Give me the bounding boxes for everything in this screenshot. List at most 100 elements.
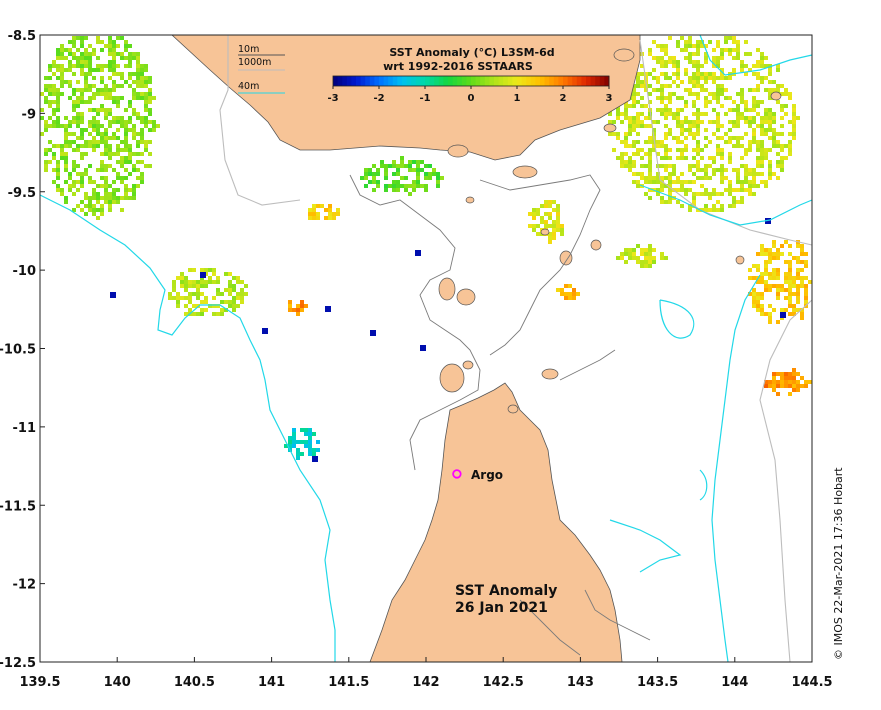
sst-pixel [768, 160, 772, 164]
sst-pixel [764, 88, 768, 92]
sst-pixel [776, 384, 780, 388]
sst-pixel [192, 312, 196, 316]
sst-pixel [88, 84, 92, 88]
sst-pixel [404, 176, 408, 180]
sst-pixel [128, 128, 132, 132]
sst-pixel [72, 108, 76, 112]
sst-pixel [384, 164, 388, 168]
sst-pixel [664, 76, 668, 80]
sst-pixel [128, 196, 132, 200]
sst-pixel [696, 96, 700, 100]
sst-pixel [548, 224, 552, 228]
sst-pixel [396, 172, 400, 176]
sst-pixel [640, 124, 644, 128]
sst-pixel [780, 92, 784, 96]
sst-pixel [120, 140, 124, 144]
sst-pixel [632, 252, 636, 256]
sst-pixel [184, 284, 188, 288]
sst-pixel [128, 76, 132, 80]
sst-pixel [112, 40, 116, 44]
sst-pixel [144, 120, 148, 124]
sst-pixel [728, 108, 732, 112]
sst-pixel [700, 76, 704, 80]
sst-pixel [96, 208, 100, 212]
sst-pixel [80, 172, 84, 176]
sst-pixel [736, 44, 740, 48]
sst-pixel [152, 128, 156, 132]
sst-pixel [784, 144, 788, 148]
sst-pixel [84, 76, 88, 80]
sst-pixel [60, 84, 64, 88]
sst-pixel [624, 116, 628, 120]
sst-pixel [92, 48, 96, 52]
sst-pixel [80, 56, 84, 60]
sst-pixel [80, 100, 84, 104]
sst-pixel [192, 292, 196, 296]
sst-pixel [136, 160, 140, 164]
sst-pixel [76, 124, 80, 128]
sst-pixel [80, 96, 84, 100]
sst-pixel-cold [262, 328, 268, 334]
sst-pixel [208, 280, 212, 284]
sst-pixel [688, 76, 692, 80]
sst-pixel [668, 196, 672, 200]
sst-pixel [84, 152, 88, 156]
sst-pixel [780, 148, 784, 152]
sst-pixel [752, 72, 756, 76]
sst-pixel [732, 144, 736, 148]
y-tick-label: -11.5 [0, 499, 36, 514]
sst-pixel [112, 84, 116, 88]
colorbar-swatch [388, 76, 394, 86]
sst-pixel [108, 164, 112, 168]
sst-pixel [792, 124, 796, 128]
sst-pixel [636, 124, 640, 128]
colorbar-swatch [549, 76, 555, 86]
sst-pixel-cold [420, 345, 426, 351]
colorbar-swatch [457, 76, 463, 86]
sst-pixel [780, 244, 784, 248]
sst-pixel [768, 272, 772, 276]
sst-pixel [144, 84, 148, 88]
sst-pixel [56, 88, 60, 92]
sst-pixel [108, 148, 112, 152]
colorbar-tick-label: -1 [419, 93, 430, 104]
colorbar-tick-label: -3 [327, 93, 338, 104]
sst-pixel [184, 288, 188, 292]
sst-pixel [312, 216, 316, 220]
sst-pixel [436, 176, 440, 180]
map-title: SST Anomaly [455, 583, 557, 599]
sst-pixel [736, 92, 740, 96]
sst-pixel [112, 192, 116, 196]
sst-pixel [140, 72, 144, 76]
argo-float-marker[interactable] [452, 469, 462, 479]
sst-pixel [688, 40, 692, 44]
sst-pixel [680, 180, 684, 184]
sst-pixel [96, 92, 100, 96]
colorbar-swatch [365, 76, 371, 86]
sst-pixel [52, 60, 56, 64]
sst-pixel [328, 212, 332, 216]
sst-pixel [296, 304, 300, 308]
sst-pixel [772, 132, 776, 136]
sst-pixel [324, 208, 328, 212]
sst-pixel [636, 100, 640, 104]
sst-pixel [656, 180, 660, 184]
sst-pixel [216, 312, 220, 316]
sst-pixel [696, 176, 700, 180]
sst-pixel [656, 140, 660, 144]
sst-pixel [292, 436, 296, 440]
sst-pixel [56, 56, 60, 60]
sst-pixel [668, 164, 672, 168]
sst-pixel [124, 156, 128, 160]
sst-pixel [300, 304, 304, 308]
x-tick-label: 144 [721, 675, 748, 690]
sst-pixel [560, 224, 564, 228]
sst-pixel [80, 156, 84, 160]
sst-pixel [132, 108, 136, 112]
sst-pixel [712, 60, 716, 64]
sst-pixel [668, 188, 672, 192]
sst-pixel [792, 380, 796, 384]
sst-pixel [660, 188, 664, 192]
sst-pixel [312, 452, 316, 456]
sst-pixel [148, 120, 152, 124]
